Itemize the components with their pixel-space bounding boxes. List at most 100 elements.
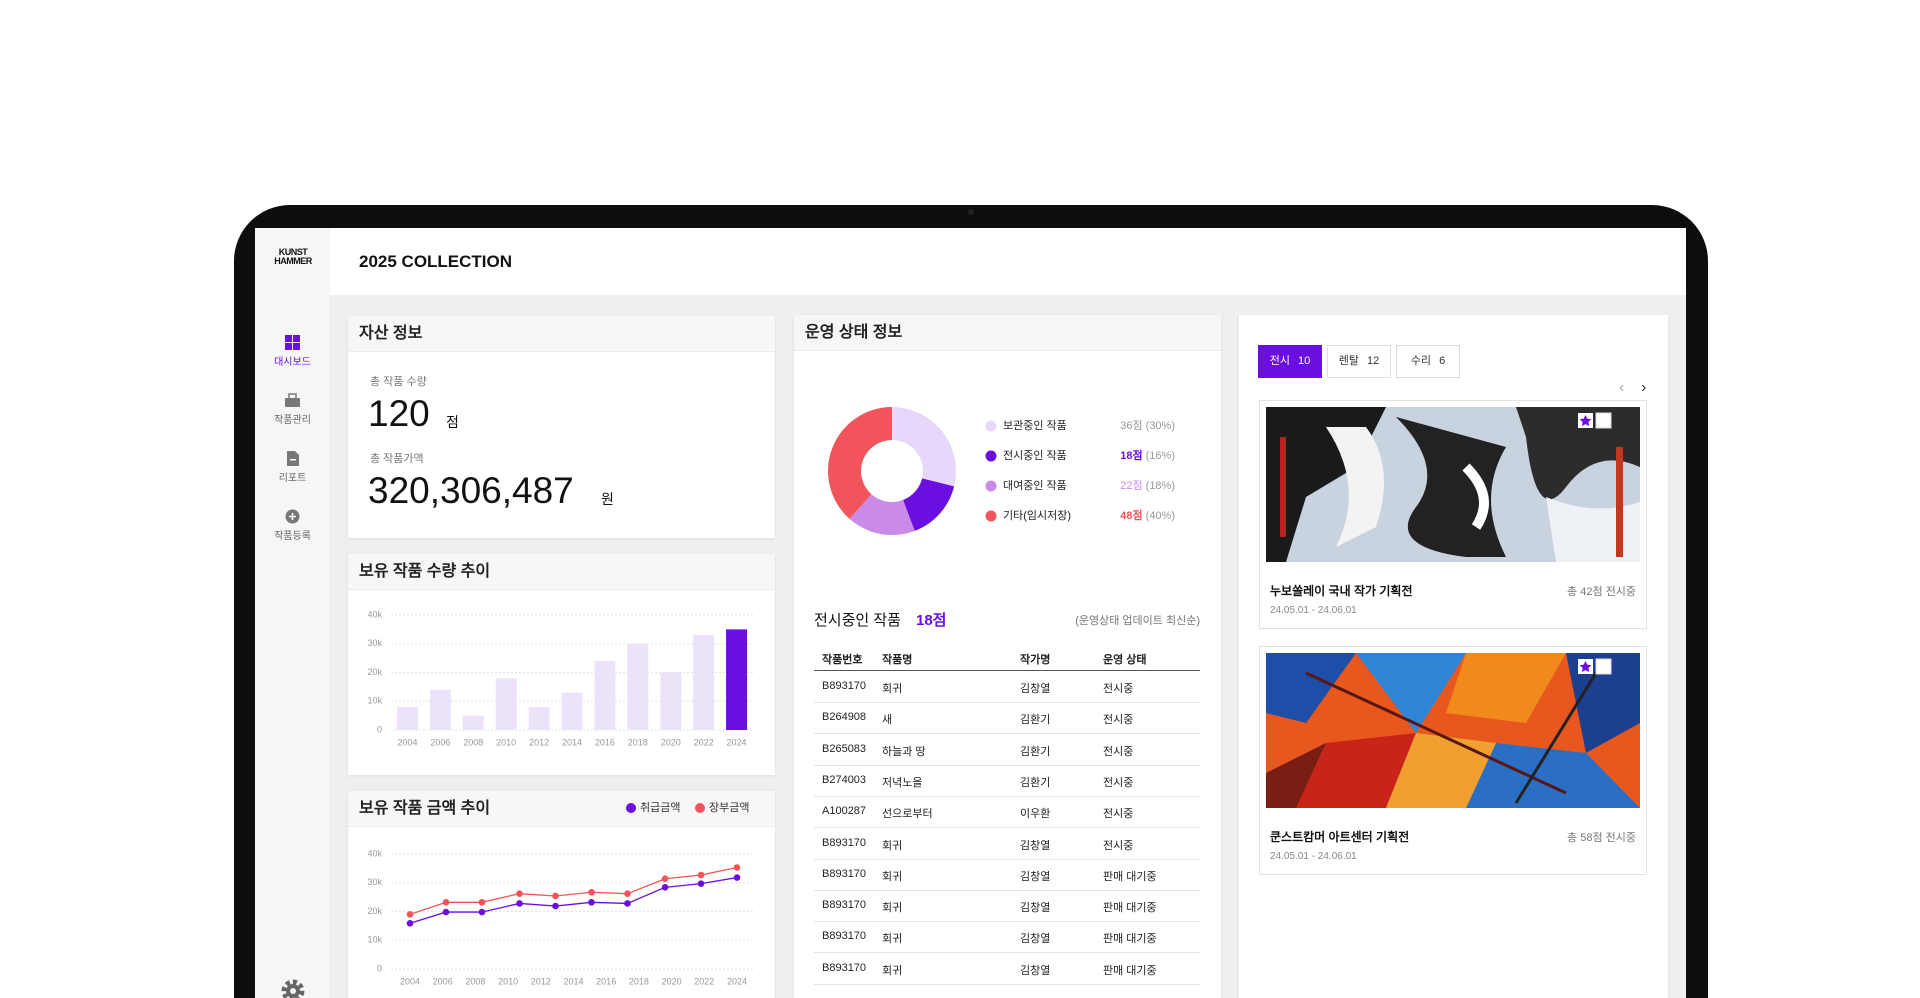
line-point xyxy=(588,899,595,906)
legend-marker xyxy=(985,450,997,462)
nav-icon[interactable] xyxy=(285,451,300,466)
icon-part xyxy=(290,459,296,461)
nav-label[interactable]: 작품관리 xyxy=(274,415,311,426)
line-point xyxy=(552,902,559,910)
table-cell: 김창열 xyxy=(1020,933,1051,946)
prev-arrow[interactable]: ‹ xyxy=(1619,379,1625,396)
bar xyxy=(429,689,451,730)
exhibition-card[interactable]: 쿤스트캄머 아트센터 기획전 총 58점 전시중 24.05.01 - 24.0… xyxy=(1259,646,1647,875)
table-header: 작품번호 xyxy=(822,654,863,666)
legend-label: 기타(임시저장) xyxy=(1003,509,1071,522)
copy-button[interactable] xyxy=(1595,412,1612,429)
tab-label: 수리 xyxy=(1410,355,1432,367)
row-rule xyxy=(814,795,1200,797)
line-series xyxy=(409,876,738,924)
nav-icon[interactable] xyxy=(285,393,300,408)
icon-part xyxy=(285,343,292,350)
art-shape xyxy=(1266,743,1326,808)
nav-icon[interactable] xyxy=(285,335,300,350)
tab[interactable]: 렌탈 12 xyxy=(1327,345,1391,378)
table-cell: 김창열 xyxy=(1020,902,1051,915)
table-cell: 판매 대기중 xyxy=(1103,964,1157,977)
copy-button[interactable] xyxy=(1595,658,1612,675)
row-rule xyxy=(814,827,1200,829)
tab[interactable]: 전시 10 xyxy=(1258,345,1322,378)
art-shape xyxy=(1326,427,1384,547)
next-arrow[interactable]: › xyxy=(1641,379,1647,396)
legend-value: 48점 (40%) xyxy=(1120,508,1175,522)
legend-count: 36점 xyxy=(1120,419,1142,432)
y-tick-label: 20k xyxy=(367,906,382,916)
table-cell: B893170 xyxy=(822,930,867,943)
table-cell: B265083 xyxy=(822,742,867,755)
legend-marker xyxy=(626,803,636,813)
bar xyxy=(627,643,649,730)
nav-label[interactable]: 리포트 xyxy=(278,473,307,484)
x-tick-label: 2024 xyxy=(727,976,747,986)
art-shape xyxy=(1516,407,1640,500)
table-cell: 새 xyxy=(882,714,893,727)
artwork-image xyxy=(1266,653,1640,808)
table-cell: 회귀 xyxy=(882,902,903,915)
bar xyxy=(726,629,748,730)
panel-header: 자산 정보 xyxy=(348,316,775,352)
total-value: 320,306,487 xyxy=(368,470,574,511)
nav-label[interactable]: 대시보드 xyxy=(274,357,311,368)
tab[interactable]: 수리 6 xyxy=(1396,345,1460,378)
table-cell: A100287 xyxy=(822,805,867,818)
panel-header: 운영 상태 정보 xyxy=(794,315,1221,351)
donut-slice xyxy=(892,407,957,487)
row-rule xyxy=(814,921,1200,923)
table-cell: 전시중 xyxy=(1103,683,1134,695)
art-shape xyxy=(1356,653,1466,733)
table-cell: 판매 대기중 xyxy=(1103,933,1157,946)
row-rule xyxy=(814,733,1200,735)
panel-title: 보유 작품 금액 추이 xyxy=(359,800,491,817)
table-cell: B264908 xyxy=(822,711,867,724)
legend-label: 대여중인 작품 xyxy=(1003,479,1067,492)
legend-marker xyxy=(985,480,997,492)
x-tick-label: 2018 xyxy=(629,976,649,986)
x-tick-label: 2006 xyxy=(430,737,450,747)
line-chart: 0 10k 20k 30k 40k 2004 2006 2008 2010 2012 2014 201… xyxy=(367,801,753,986)
table-cell: 하늘과 땅 xyxy=(882,745,926,758)
legend-count: 22점 xyxy=(1120,479,1142,492)
y-tick-label: 10k xyxy=(367,696,382,706)
settings-icon[interactable] xyxy=(280,978,306,998)
line-point xyxy=(661,875,669,883)
top-bar: 2025 COLLECTION xyxy=(330,228,1686,295)
table-cell: B893170 xyxy=(822,836,867,849)
legend-percent: (30%) xyxy=(1146,420,1175,432)
line-point xyxy=(624,900,631,907)
table-cell: 선으로부터 xyxy=(882,808,933,821)
table-cell: B893170 xyxy=(822,961,867,974)
icon-part xyxy=(293,335,300,342)
bar xyxy=(594,661,616,730)
table-cell: 회귀 xyxy=(882,839,903,852)
icon-part xyxy=(285,335,292,342)
x-tick-label: 2024 xyxy=(727,737,747,747)
exhibition-card[interactable]: 누보쏠레이 국내 작가 기획전 총 42점 전시중 24.05.01 - 24.… xyxy=(1259,400,1647,629)
table-cell: B274003 xyxy=(822,773,867,786)
art-shape xyxy=(1266,653,1356,723)
legend-label: 취급금액 xyxy=(640,801,680,814)
legend-marker xyxy=(695,803,705,813)
panel-title: 자산 정보 xyxy=(359,325,423,342)
tab-count: 10 xyxy=(1298,355,1311,367)
panel-title: 보유 작품 수량 추이 xyxy=(359,563,491,580)
art-line xyxy=(1514,672,1598,804)
line-point xyxy=(516,900,523,907)
art-shape xyxy=(1462,463,1489,530)
line-point xyxy=(733,864,741,871)
nav-label[interactable]: 작품등록 xyxy=(274,531,311,542)
logo-line: HAMMER xyxy=(274,256,312,266)
panel-title: 운영 상태 정보 xyxy=(805,324,903,341)
art-shape xyxy=(1386,733,1496,808)
table-header: 작가명 xyxy=(1020,654,1051,666)
nav-icon[interactable] xyxy=(285,509,300,524)
line-point xyxy=(697,880,705,887)
table-cell: B893170 xyxy=(822,899,867,912)
table-header-rule xyxy=(814,670,1200,671)
x-tick-label: 2022 xyxy=(694,737,714,747)
bar xyxy=(561,692,583,730)
